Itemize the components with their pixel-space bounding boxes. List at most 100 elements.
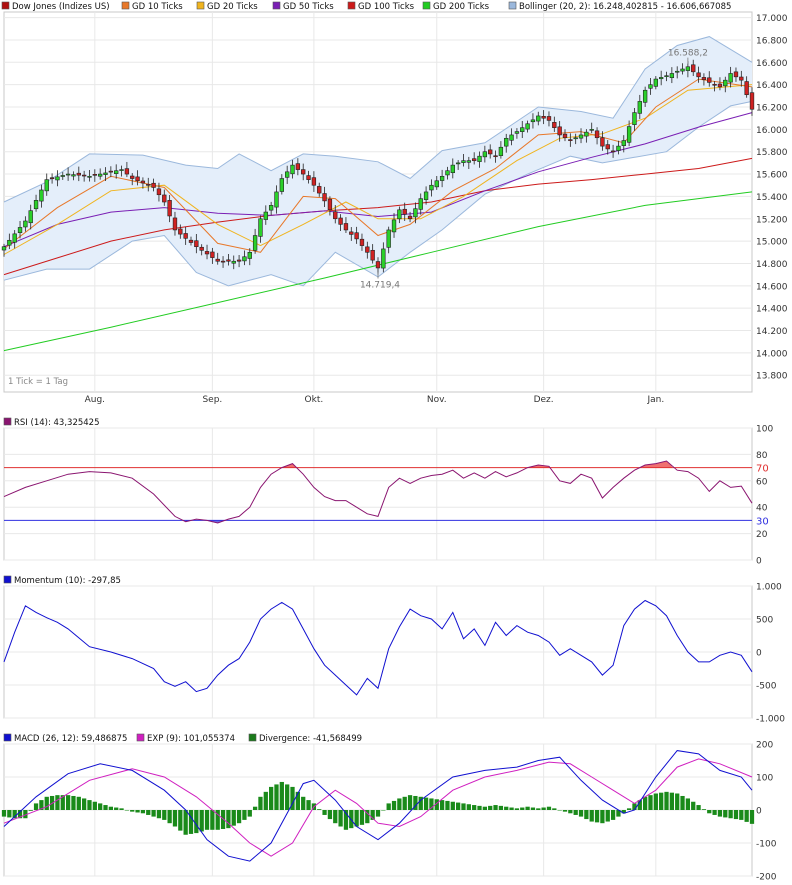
candle-body	[659, 77, 664, 80]
divergence-bar	[33, 803, 39, 810]
candle-body	[685, 66, 691, 71]
candle-body	[365, 246, 370, 253]
candle-body	[455, 162, 461, 165]
divergence-bar	[739, 810, 744, 820]
candle-body	[744, 81, 749, 96]
y-tick-label: 500	[756, 616, 773, 626]
candle-body	[749, 92, 755, 110]
candle-body	[552, 122, 557, 128]
divergence-bar	[514, 808, 520, 810]
divergence-bar	[562, 810, 568, 812]
candle-body	[130, 175, 135, 179]
legend-entry-swatch	[508, 1, 517, 10]
macd-legend: MACD (26, 12): 59,486875	[14, 734, 127, 744]
divergence-bar	[589, 810, 594, 822]
y-tick-label: 0	[756, 649, 762, 659]
candle-body	[108, 170, 114, 173]
divergence-bar	[723, 810, 728, 818]
y-tick-label: 20	[756, 530, 768, 540]
candle-body	[723, 79, 728, 87]
divergence-bar	[525, 806, 530, 810]
divergence-bar	[621, 810, 626, 814]
divergence-bar	[423, 797, 429, 810]
candle-body	[279, 178, 284, 192]
candle-body	[306, 175, 311, 180]
macd-legend-swatch	[3, 733, 12, 742]
y-tick-label: 16.600	[756, 59, 788, 69]
candle-body	[568, 139, 573, 141]
candle-body	[691, 64, 696, 73]
candle-body	[204, 251, 210, 255]
candle-body	[290, 164, 295, 175]
y-tick-label: 15.400	[756, 193, 788, 203]
divergence-bar	[391, 800, 397, 810]
legend-entry: GD 100 Ticks	[358, 2, 415, 12]
y-tick-label: 80	[756, 451, 768, 461]
candle-body	[530, 119, 536, 123]
divergence-bar	[456, 802, 461, 810]
y-tick-label: 0	[756, 557, 762, 567]
rsi-legend: RSI (14): 43,325425	[14, 418, 100, 428]
divergence-bar	[504, 806, 509, 810]
candle-body	[28, 210, 33, 224]
y-tick-label: -200	[756, 873, 777, 883]
divergence-bar	[536, 808, 541, 810]
candle-body	[423, 191, 429, 200]
divergence-bar	[338, 810, 343, 827]
divergence-bar	[466, 804, 471, 810]
candle-body	[632, 112, 637, 125]
candle-body	[92, 174, 97, 176]
divergence-bar	[605, 810, 610, 822]
divergence-bar	[488, 805, 493, 810]
candle-body	[210, 251, 215, 258]
macd-line	[3, 750, 753, 862]
candle-body	[680, 68, 685, 72]
candle-body	[327, 198, 333, 211]
divergence-bar	[60, 795, 65, 810]
candle-body	[199, 246, 204, 251]
price-annotation: 14.719,4	[360, 281, 400, 291]
candle-body	[733, 71, 739, 78]
macd-legend-swatch	[248, 733, 257, 742]
divergence-bar	[301, 796, 306, 810]
legend-entry: GD 20 Ticks	[207, 2, 258, 12]
divergence-bar	[220, 810, 226, 829]
divergence-bar	[71, 795, 76, 810]
x-tick-label: Dez.	[534, 395, 554, 405]
divergence-bar	[728, 810, 733, 819]
divergence-bar	[236, 810, 242, 824]
candle-body	[669, 73, 675, 79]
candle-body	[23, 220, 28, 228]
candle-body	[675, 70, 680, 73]
divergence-bar	[349, 810, 354, 829]
divergence-bar	[162, 810, 167, 820]
divergence-bar	[482, 806, 487, 810]
divergence-bar	[664, 791, 669, 810]
y-tick-label: 0	[756, 807, 762, 817]
candle-body	[557, 126, 562, 136]
candle-body	[461, 160, 466, 163]
divergence-bar	[103, 805, 108, 810]
y-tick-label: 100	[756, 425, 773, 435]
divergence-bar	[509, 807, 514, 810]
divergence-bar	[327, 810, 333, 820]
y-tick-label: 14.200	[756, 327, 788, 337]
divergence-bar	[226, 810, 231, 829]
candle-body	[637, 101, 642, 114]
legend-entry-swatch	[272, 1, 281, 10]
momentum-legend-swatch	[3, 575, 12, 584]
divergence-bar	[23, 810, 28, 819]
candle-body	[87, 175, 92, 178]
candle-body	[605, 144, 610, 150]
candle-body	[188, 239, 194, 243]
candle-body	[338, 217, 343, 225]
divergence-bar	[712, 810, 717, 815]
y-tick-label: 15.000	[756, 238, 788, 248]
candle-body	[514, 131, 520, 134]
y-tick-label: 100	[756, 774, 773, 784]
legend-entry: GD 200 Ticks	[433, 2, 490, 12]
x-tick-label: Jan.	[646, 395, 664, 405]
divergence-bar	[274, 784, 279, 810]
divergence-bar	[130, 810, 135, 812]
divergence-bar	[434, 799, 439, 810]
